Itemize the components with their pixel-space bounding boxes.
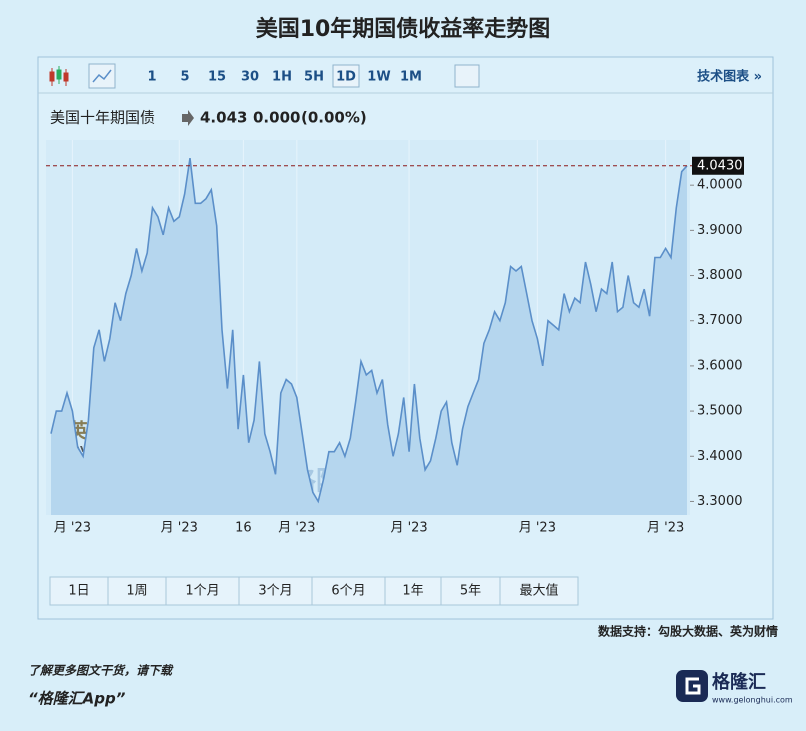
active-interval	[332, 64, 360, 88]
interval-button[interactable]: 30	[241, 70, 259, 85]
source: 数据支持：勾股大数据、英为财情	[598, 624, 778, 639]
candle-icon	[49, 66, 69, 86]
x-tick-label: 16	[235, 521, 252, 536]
y-tick-label: 3.5000	[697, 404, 743, 419]
period-button[interactable]: 5年	[460, 584, 481, 599]
interval-button[interactable]: 1H	[272, 70, 292, 85]
interval-button[interactable]: 5H	[304, 70, 324, 85]
footer-line2: “格隆汇App”	[28, 690, 126, 708]
y-tick-label: 3.3000	[697, 494, 743, 509]
price: 4.043	[200, 109, 247, 127]
y-tick-label: 3.6000	[697, 358, 743, 373]
line	[50, 157, 688, 504]
interval-button[interactable]: 1W	[367, 70, 390, 85]
arrow-icon	[182, 110, 194, 126]
period-button[interactable]: 1日	[68, 584, 89, 599]
interval-button[interactable]: 1M	[400, 70, 422, 85]
current-label: 4.0430	[697, 158, 743, 173]
interval-button[interactable]: 1D	[336, 70, 356, 85]
period-button[interactable]: 3个月	[258, 584, 292, 599]
table-icon[interactable]	[454, 64, 480, 88]
period-button[interactable]: 最大值	[519, 583, 558, 599]
period-button[interactable]: 1个月	[185, 584, 219, 599]
y-tick-label: 3.8000	[697, 268, 743, 283]
x-tick-label: 月 '23	[519, 521, 556, 536]
tech-chart-link[interactable]: 技术图表 »	[697, 69, 762, 85]
period-button[interactable]: 6个月	[331, 584, 365, 599]
x-tick-label: 月 '23	[54, 521, 91, 536]
area-icon	[92, 69, 112, 83]
change: 0.000	[253, 109, 300, 127]
footer-line1: 了解更多图文干货，请下载	[28, 664, 174, 678]
period-bar	[49, 576, 579, 606]
period-button[interactable]: 1年	[402, 584, 423, 599]
current-box	[692, 156, 744, 175]
instrument-name: 美国十年期国债	[50, 109, 155, 127]
y-tick-label: 3.9000	[697, 223, 743, 238]
period-button[interactable]: 1周	[126, 584, 147, 599]
y-tick-label: 4.0000	[697, 178, 743, 193]
interval-button[interactable]: 1	[147, 70, 156, 85]
y-tick-label: 3.4000	[697, 449, 743, 464]
area-icon-button[interactable]	[88, 63, 116, 89]
area	[51, 158, 687, 515]
x-tick-label: 月 '23	[647, 521, 684, 536]
x-tick-label: 月 '23	[161, 521, 198, 536]
logo-url: www.gelonghui.com	[712, 696, 793, 705]
y-tick-label: 3.7000	[697, 313, 743, 328]
x-tick-label: 月 '23	[390, 521, 427, 536]
logo-text: 格隆汇	[712, 671, 766, 693]
change-pct: (0.00%)	[301, 109, 367, 127]
x-tick-label: 月 '23	[278, 521, 315, 536]
chart-title: 美国10年期国债收益率走势图	[256, 16, 551, 42]
interval-button[interactable]: 15	[208, 70, 226, 85]
logo-g	[685, 677, 701, 695]
interval-button[interactable]: 5	[180, 70, 189, 85]
logo-mark	[676, 670, 708, 702]
